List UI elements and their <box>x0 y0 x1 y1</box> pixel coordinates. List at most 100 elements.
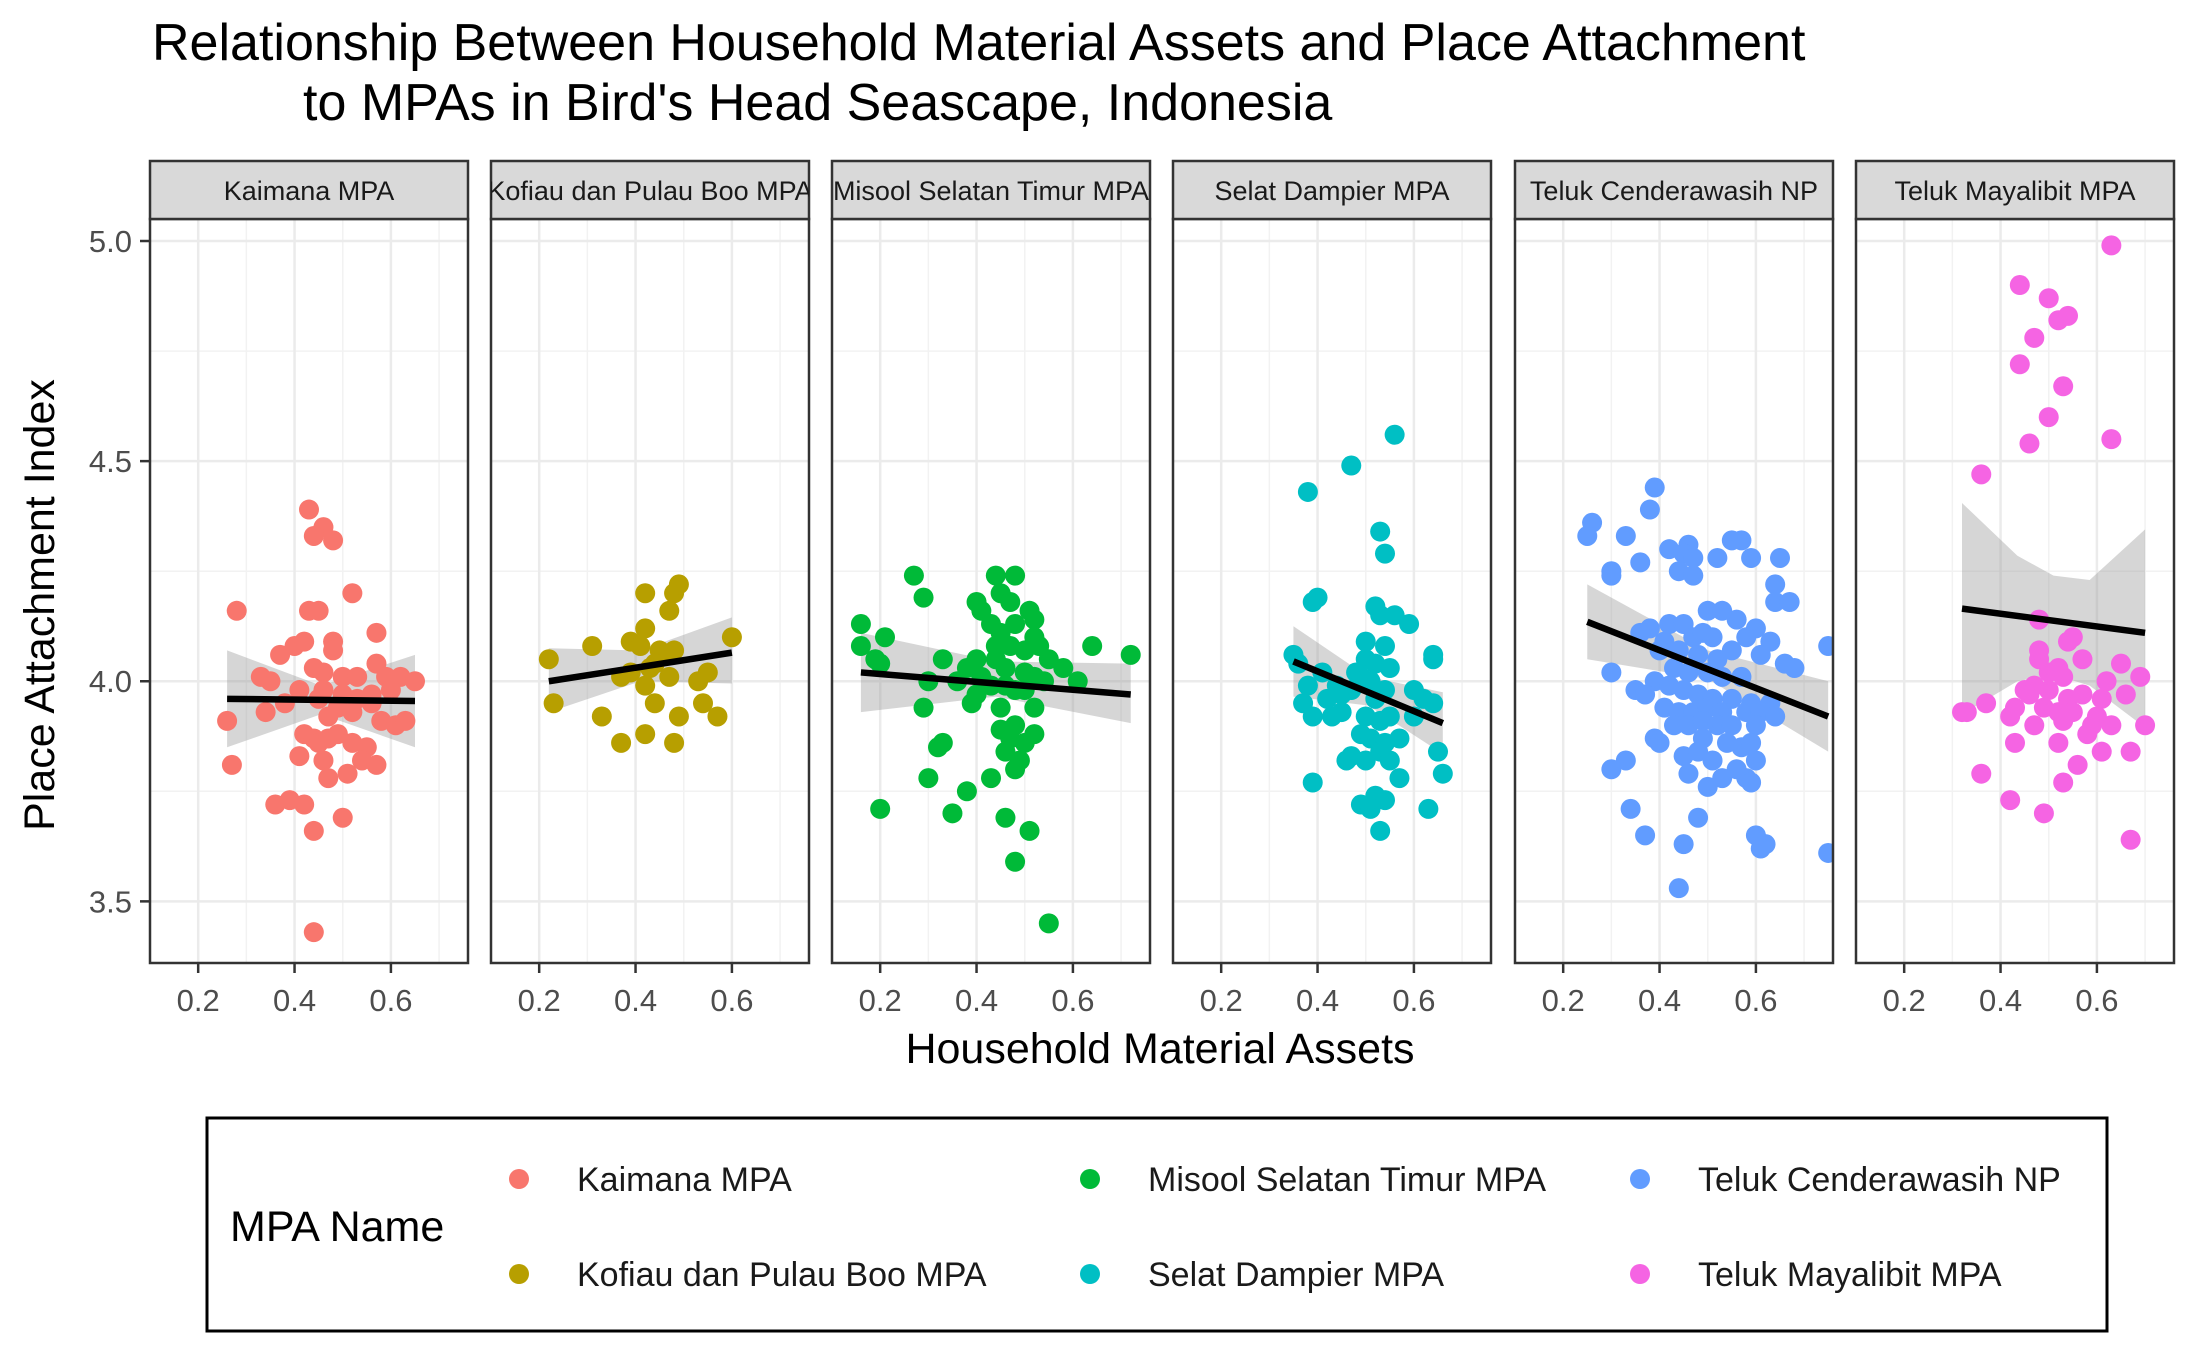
facet-panel: Misool Selatan Timur MPA 0.2 0.4 0.6 <box>830 159 1152 1018</box>
data-point <box>2058 305 2078 326</box>
x-tick-label: 0.4 <box>955 983 998 1018</box>
panel-marks <box>1577 477 1833 899</box>
data-point <box>875 627 895 648</box>
x-tick-label: 0.6 <box>710 983 753 1018</box>
data-point <box>1375 543 1395 564</box>
data-point <box>956 781 977 802</box>
data-point <box>870 653 891 674</box>
data-point <box>2038 288 2059 309</box>
x-tick-label: 0.4 <box>614 983 657 1018</box>
data-point <box>1784 658 1805 679</box>
data-point <box>668 574 689 595</box>
data-point <box>2101 715 2122 736</box>
data-point <box>1360 671 1381 692</box>
data-point <box>2067 754 2088 775</box>
data-point <box>635 675 656 696</box>
data-point <box>405 671 425 692</box>
data-point <box>303 525 324 546</box>
data-point <box>1956 702 1977 723</box>
data-point <box>1779 592 1800 613</box>
data-point <box>721 627 742 648</box>
data-point <box>1741 732 1762 753</box>
legend-item: Selat Dampier MPA <box>1080 1256 1444 1294</box>
data-point <box>1053 658 1074 679</box>
legend: MPA Name Kaimana MPA Kofiau dan Pulau Boo… <box>205 1116 2109 1333</box>
panel-marks <box>1283 424 1453 841</box>
data-point <box>2038 680 2059 701</box>
data-point <box>2130 666 2151 687</box>
data-point <box>1702 750 1723 771</box>
data-point <box>1678 763 1699 784</box>
data-point <box>1297 675 1318 696</box>
data-point <box>543 693 564 714</box>
data-point <box>2053 376 2074 397</box>
data-point <box>395 710 416 731</box>
data-point <box>1000 592 1021 613</box>
x-tick-label: 0.4 <box>273 983 316 1018</box>
data-point <box>1336 750 1357 771</box>
data-point <box>366 622 387 643</box>
data-point <box>323 640 344 661</box>
data-point <box>342 702 363 723</box>
data-point <box>380 680 401 701</box>
data-point <box>850 614 871 635</box>
facet-panel: Teluk Mayalibit MPA 0.2 0.4 0.6 <box>1854 159 2176 1018</box>
legend-box <box>205 1116 2109 1333</box>
data-point <box>1750 838 1771 859</box>
data-point <box>1024 609 1045 630</box>
data-point <box>2077 724 2098 745</box>
legend-label: Teluk Cenderawasih NP <box>1698 1161 2061 1199</box>
y-axis: 3.5 4.0 4.5 5.0 <box>89 224 150 919</box>
x-tick-label: 0.4 <box>1296 983 1339 1018</box>
data-point <box>1005 851 1026 872</box>
y-tick-label: 4.5 <box>89 444 132 479</box>
legend-item: Misool Selatan Timur MPA <box>1080 1161 1546 1199</box>
legend-label: Teluk Mayalibit MPA <box>1698 1256 2002 1294</box>
data-point <box>1635 825 1656 846</box>
panel-background <box>1173 219 1491 963</box>
data-point <box>990 697 1011 718</box>
confidence-band <box>1962 502 2146 728</box>
legend-item: Kaimana MPA <box>509 1161 792 1199</box>
data-point <box>1005 565 1026 586</box>
data-point <box>221 754 242 775</box>
data-point <box>1005 614 1026 635</box>
data-point <box>707 706 728 727</box>
data-point <box>1644 477 1665 498</box>
facet-strip <box>1513 159 1835 221</box>
data-point <box>2038 407 2059 428</box>
data-point <box>1971 464 1992 485</box>
data-point <box>582 636 603 657</box>
panel-marks <box>850 565 1141 934</box>
data-point <box>870 798 891 819</box>
data-point <box>1428 741 1448 762</box>
x-tick-label: 0.6 <box>1051 983 1094 1018</box>
data-point <box>1697 600 1718 621</box>
y-tick-label: 5.0 <box>89 224 132 259</box>
data-point <box>635 724 656 745</box>
data-point <box>985 565 1006 586</box>
data-point <box>2101 235 2122 256</box>
facet-strip-label: Misool Selatan Timur MPA <box>833 176 1149 206</box>
data-point <box>2053 710 2074 731</box>
trend-line <box>1586 618 1830 720</box>
data-point <box>932 649 953 670</box>
data-point <box>303 922 324 943</box>
data-point <box>928 737 948 758</box>
data-point <box>1082 636 1103 657</box>
data-point <box>961 693 982 714</box>
data-point <box>1707 547 1728 568</box>
data-point <box>1702 627 1723 648</box>
facet-strip <box>489 159 811 221</box>
data-point <box>644 693 665 714</box>
facet-strip-label: Kofiau dan Pulau Boo MPA <box>487 176 812 206</box>
legend-key <box>1080 1169 1100 1189</box>
data-point <box>294 794 315 815</box>
data-point <box>995 741 1016 762</box>
x-tick-label: 0.6 <box>2075 983 2118 1018</box>
data-point <box>995 807 1016 828</box>
data-point <box>659 666 680 687</box>
data-point <box>903 565 924 586</box>
data-point <box>2072 684 2093 705</box>
data-point <box>1818 842 1833 863</box>
